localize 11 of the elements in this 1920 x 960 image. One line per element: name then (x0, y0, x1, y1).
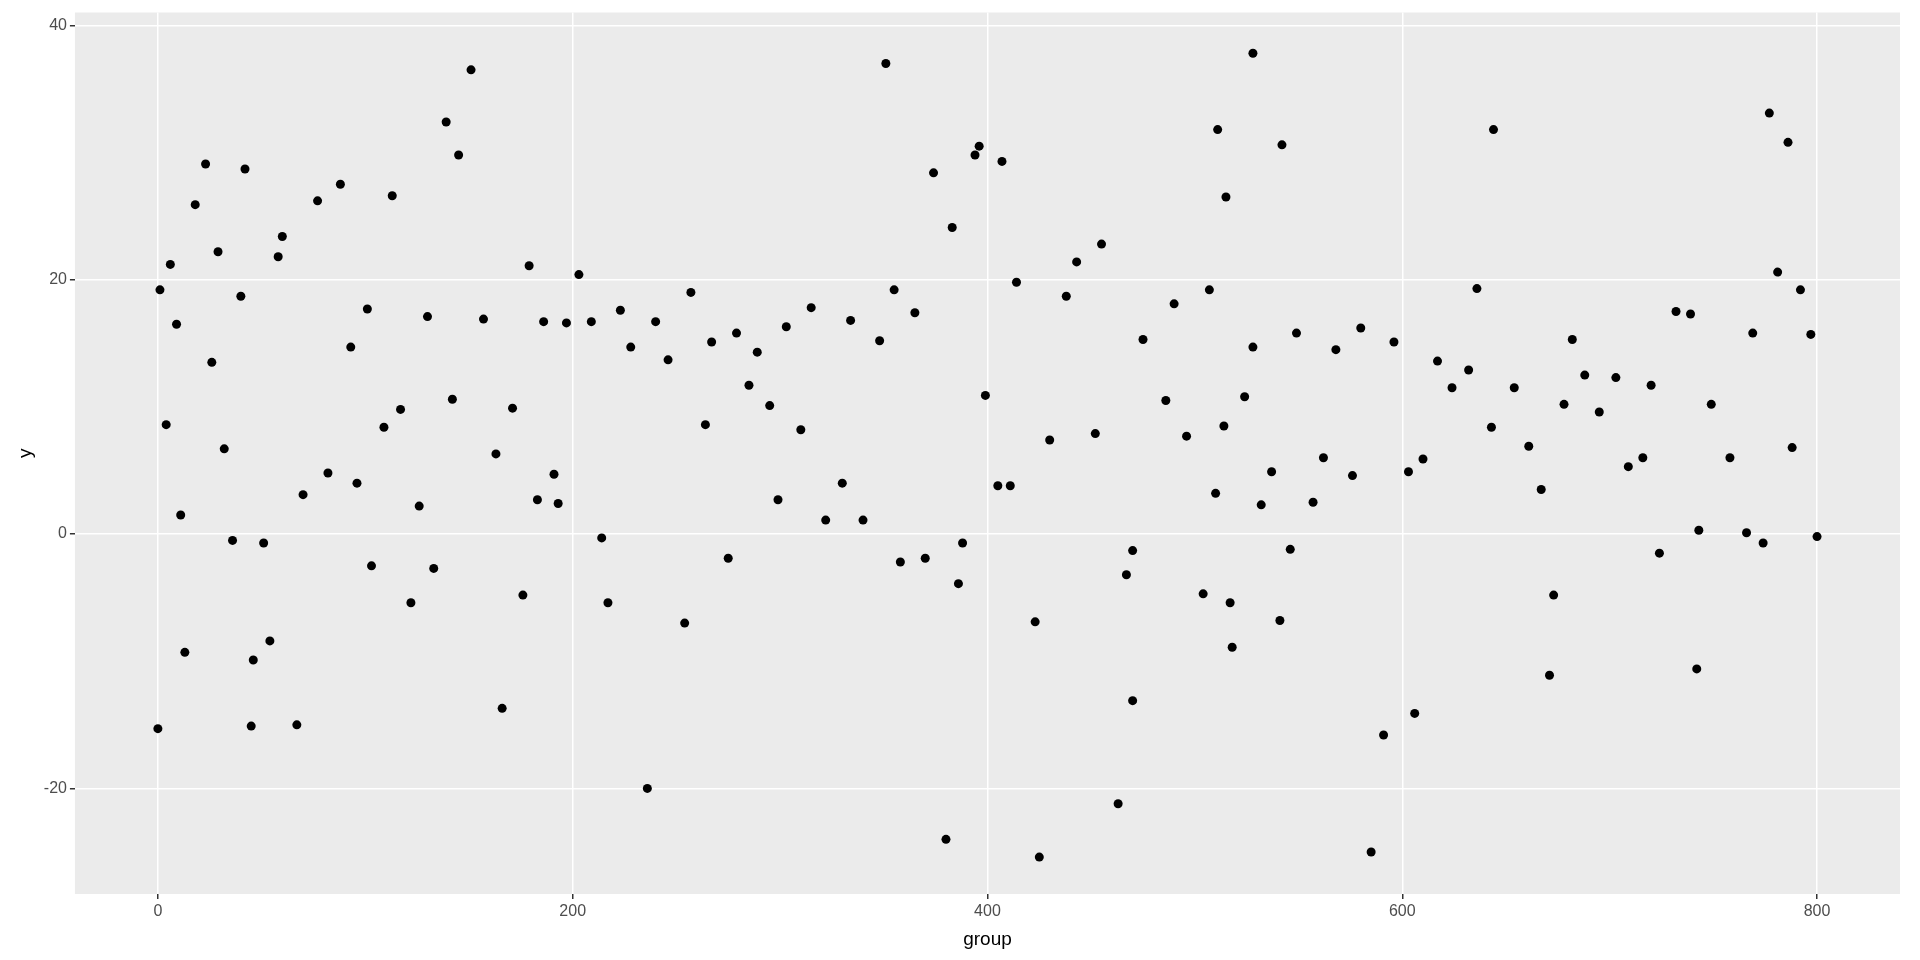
x-tick-label: 200 (559, 902, 587, 920)
y-axis-title: y (13, 448, 35, 459)
y-tick-label: 20 (49, 270, 68, 288)
x-axis-title: group (963, 927, 1012, 949)
y-tick-label: 40 (49, 15, 68, 33)
x-tick-label: 800 (1803, 902, 1831, 920)
y-tick-label: -20 (43, 778, 68, 796)
x-tick-label: 0 (153, 902, 163, 920)
x-tick-label: 400 (974, 902, 1001, 920)
y-tick-label: 0 (58, 524, 68, 542)
x-tick-label: 600 (1388, 902, 1416, 920)
